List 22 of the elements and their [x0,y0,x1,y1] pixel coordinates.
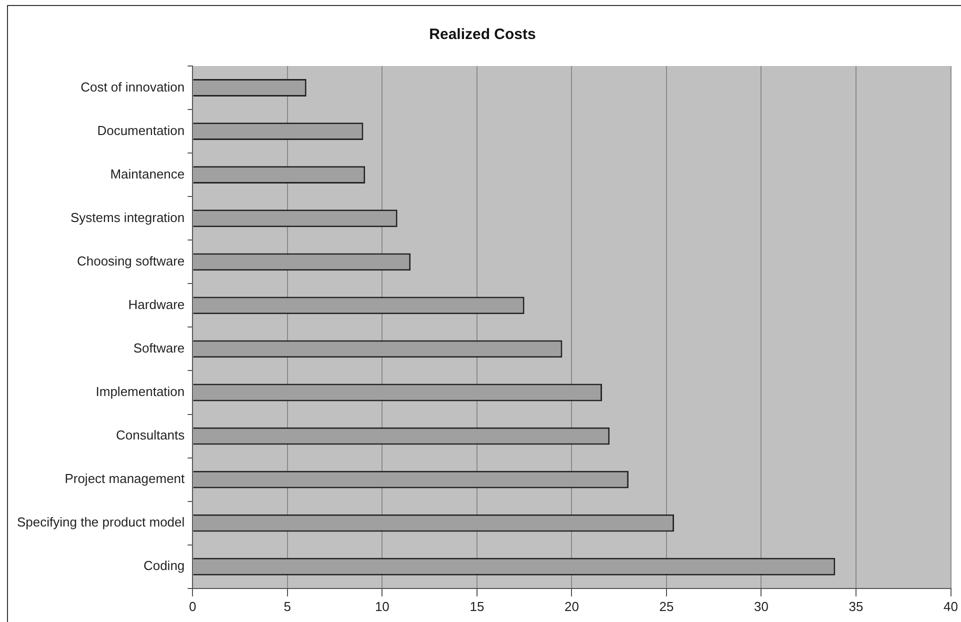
y-tick-label: Systems integration [70,210,185,225]
x-tick-label: 20 [564,598,579,614]
y-tick-label: Maintanence [110,166,185,182]
y-tick-label: Software [133,340,185,356]
x-tick-label: 0 [189,598,196,614]
y-tick-label: Project management [64,471,186,486]
y-tick-label: Specifying the product model [17,514,185,530]
y-tick-label: Documentation [97,122,185,138]
y-tick-label: Cost of innovation [80,79,185,94]
chart-title: Realized Costs [429,26,536,44]
y-tick-label: Consultants [116,428,186,443]
y-tick-label: Choosing software [76,253,185,268]
x-tick-label: 5 [284,598,292,614]
y-tick-label: Implementation [96,384,185,400]
x-tick-label: 10 [374,598,390,614]
x-tick-label: 35 [848,598,864,614]
y-tick-label: Coding [143,558,185,574]
y-tick-label: Hardware [128,297,185,312]
x-tick-label: 25 [659,598,674,614]
x-tick-label: 30 [754,598,768,614]
x-tick-label: 15 [470,598,484,614]
x-tick-label: 40 [944,598,958,614]
